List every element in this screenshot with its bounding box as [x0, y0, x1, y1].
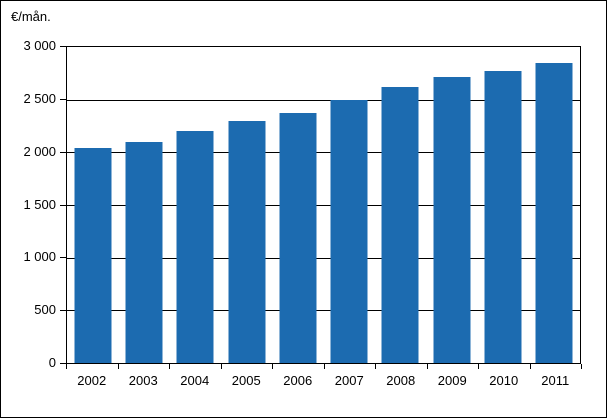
- bar-slot-2010: [477, 47, 528, 363]
- gridline-2000: [67, 152, 580, 153]
- x-tick-label-2011: 2011: [541, 373, 570, 388]
- x-tick-8: [478, 364, 479, 369]
- bar-slot-2009: [426, 47, 477, 363]
- x-tick-label-2004: 2004: [180, 373, 210, 388]
- y-tick-label-2500: 2 500: [23, 91, 56, 106]
- y-tick-1500: [60, 205, 66, 206]
- y-tick-2000: [60, 152, 66, 153]
- plot-area: [66, 46, 581, 364]
- x-tick-label-2010: 2010: [489, 373, 519, 388]
- y-tick-1000: [60, 257, 66, 258]
- y-tick-label-500: 500: [34, 302, 56, 317]
- bar-slot-2011: [529, 47, 580, 363]
- y-tick-label-3000: 3 000: [23, 38, 56, 53]
- y-tick-2500: [60, 99, 66, 100]
- y-tick-label-0: 0: [48, 355, 56, 370]
- y-tick-500: [60, 310, 66, 311]
- bar-2007: [330, 99, 368, 363]
- bar-2006: [279, 113, 317, 363]
- x-tick-label-2003: 2003: [128, 373, 158, 388]
- x-tick-label-2007: 2007: [334, 373, 364, 388]
- bar-slot-2005: [221, 47, 272, 363]
- bar-2009: [433, 76, 471, 363]
- x-tick-3: [221, 364, 222, 369]
- x-tick-2: [169, 364, 170, 369]
- x-tick-5: [324, 364, 325, 369]
- x-tick-4: [272, 364, 273, 369]
- y-tick-0: [60, 363, 66, 364]
- x-tick-10: [581, 364, 582, 369]
- x-tick-0: [66, 364, 67, 369]
- y-tick-label-1500: 1 500: [23, 197, 56, 212]
- bar-2003: [125, 141, 163, 363]
- x-tick-9: [530, 364, 531, 369]
- y-tick-label-1000: 1 000: [23, 249, 56, 264]
- bar-2008: [381, 87, 419, 363]
- bar-slot-2007: [324, 47, 375, 363]
- x-tick-label-2008: 2008: [386, 373, 416, 388]
- gridline-500: [67, 310, 580, 311]
- y-tick-3000: [60, 46, 66, 47]
- y-axis-unit-label: €/mån.: [11, 9, 51, 24]
- x-tick-7: [427, 364, 428, 369]
- bar-slot-2002: [67, 47, 118, 363]
- x-tick-label-2005: 2005: [231, 373, 261, 388]
- bar-slot-2006: [272, 47, 323, 363]
- gridline-1000: [67, 258, 580, 259]
- bar-slot-2004: [170, 47, 221, 363]
- x-tick-label-2006: 2006: [283, 373, 313, 388]
- bar-2011: [535, 62, 573, 363]
- bar-2005: [228, 120, 266, 363]
- bar-2004: [176, 131, 214, 363]
- x-tick-label-2009: 2009: [437, 373, 467, 388]
- x-tick-1: [118, 364, 119, 369]
- x-tick-label-2002: 2002: [77, 373, 107, 388]
- bar-slot-2008: [375, 47, 426, 363]
- gridline-2500: [67, 100, 580, 101]
- gridline-1500: [67, 205, 580, 206]
- bar-2010: [484, 71, 522, 363]
- bar-2002: [74, 148, 112, 363]
- bar-slot-2003: [118, 47, 169, 363]
- x-tick-6: [375, 364, 376, 369]
- y-tick-label-2000: 2 000: [23, 144, 56, 159]
